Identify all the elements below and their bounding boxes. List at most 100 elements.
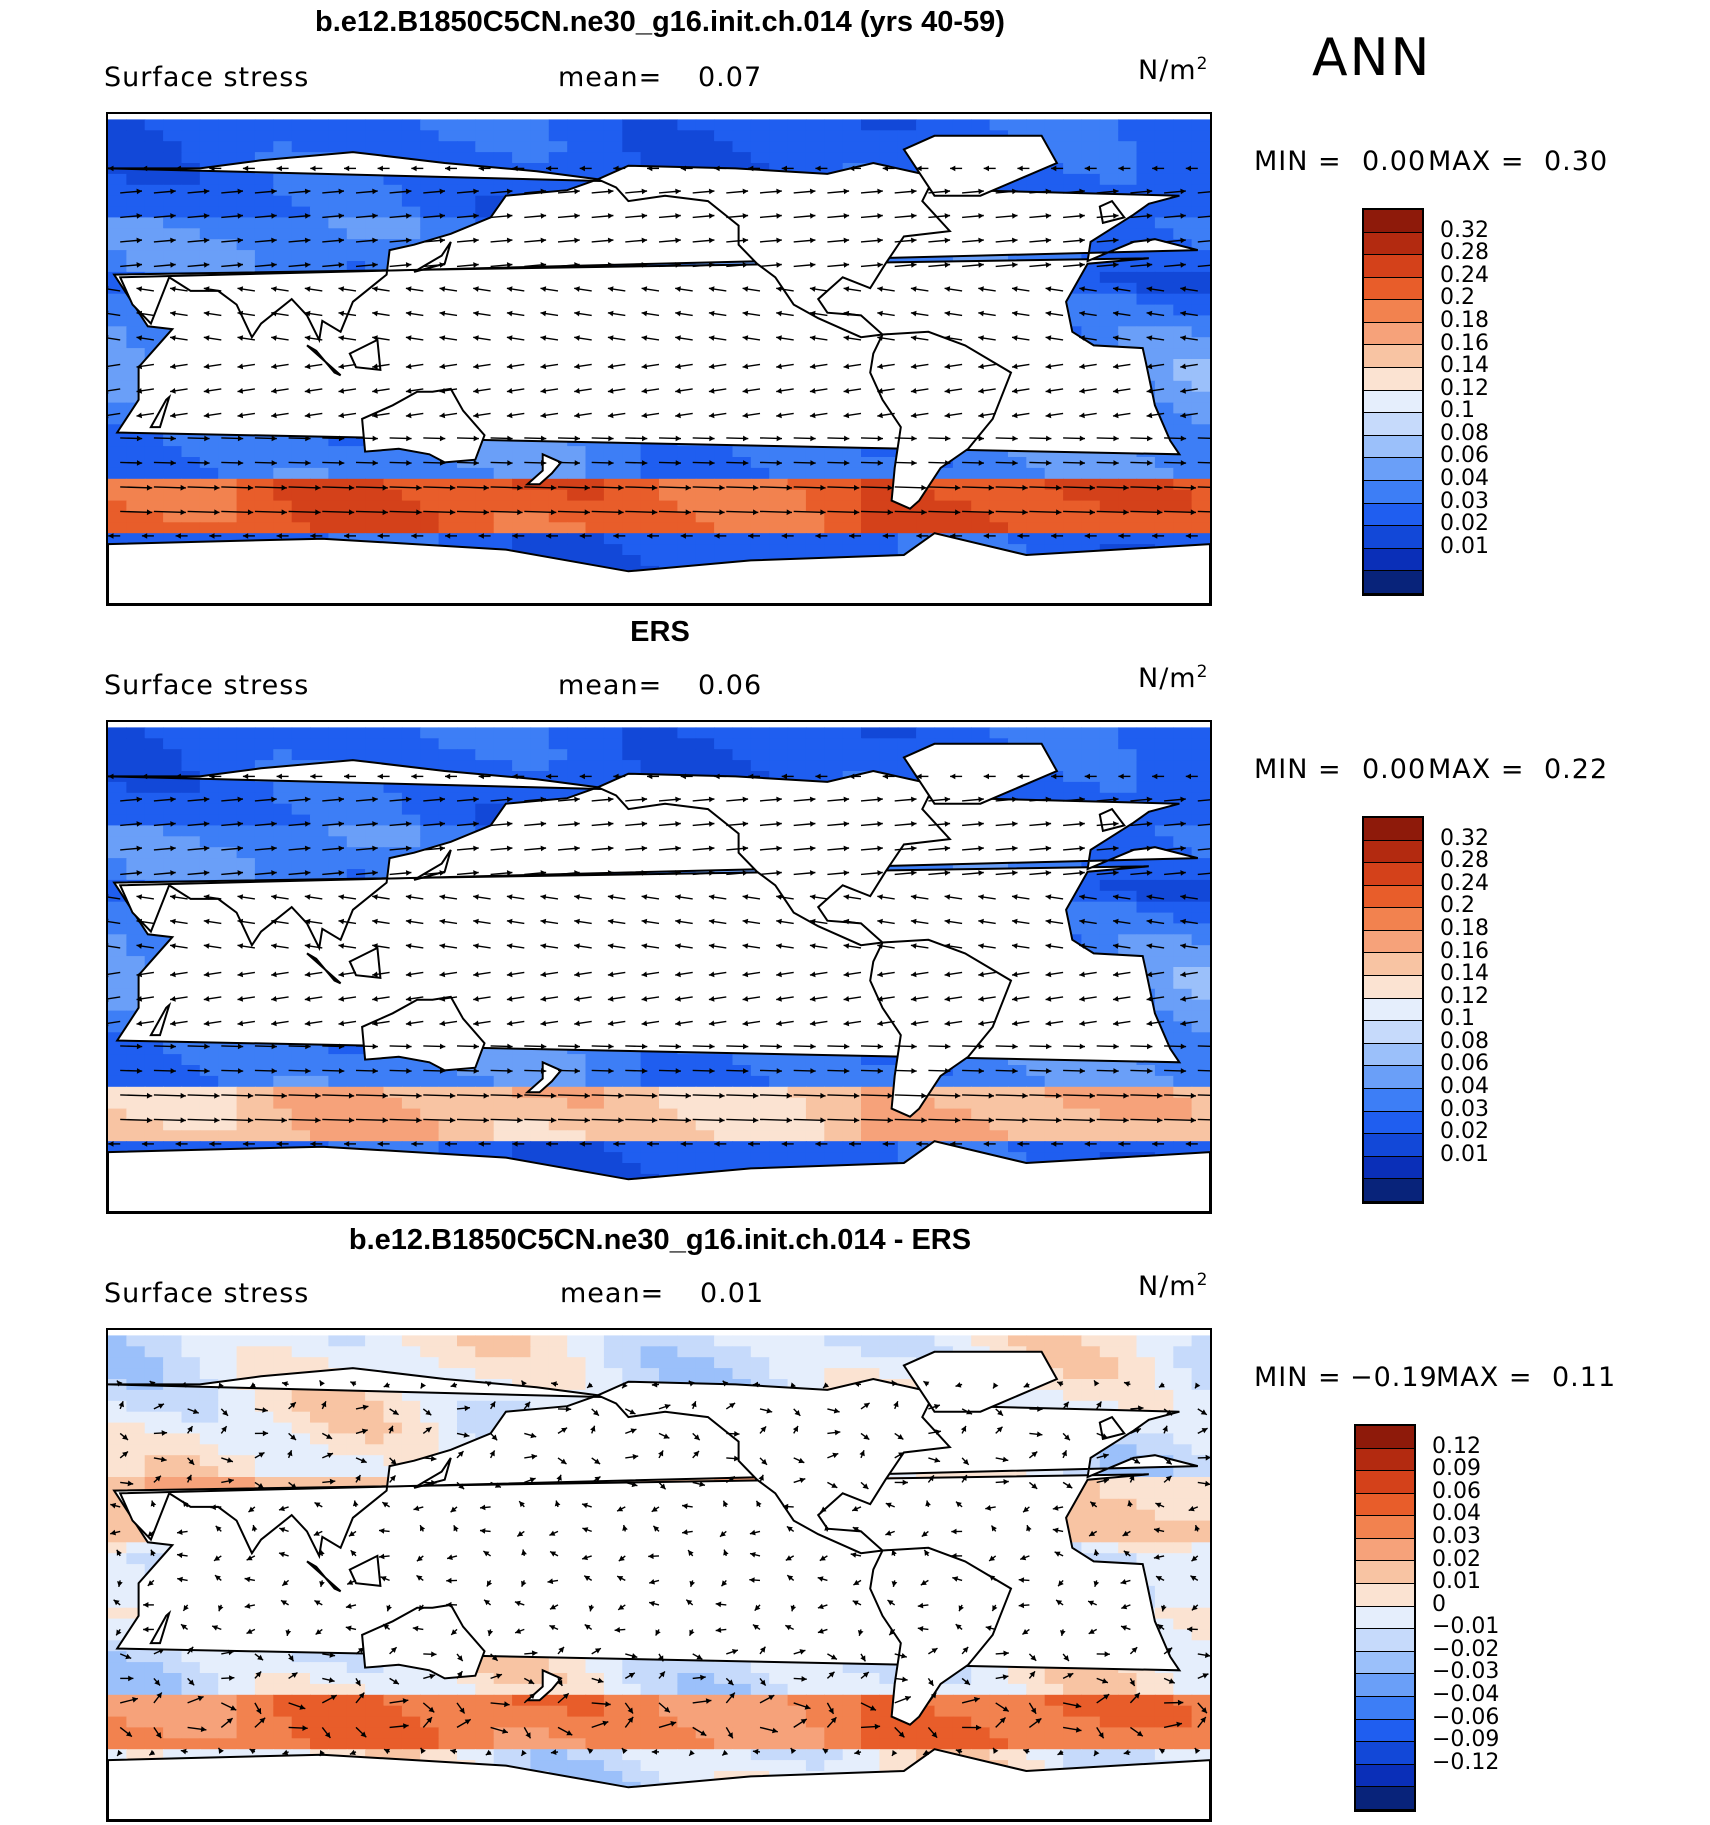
stress-vector-head — [170, 412, 176, 419]
field-cell — [108, 533, 127, 545]
field-cell — [144, 760, 164, 772]
field-cell — [1081, 738, 1101, 750]
field-cell — [1063, 738, 1083, 750]
field-cell — [346, 511, 366, 523]
field-cell — [1173, 261, 1193, 273]
field-cell — [108, 195, 127, 208]
field-cell — [457, 489, 476, 502]
field-cell — [1191, 337, 1210, 349]
stress-vector-head — [887, 484, 893, 491]
field-cell — [952, 522, 972, 534]
field-cell — [695, 446, 715, 458]
field-cell — [420, 803, 440, 816]
stress-vector-head — [641, 262, 648, 268]
field-cell — [438, 184, 458, 197]
field-cell — [1081, 912, 1101, 925]
field-cell — [365, 749, 385, 761]
stress-vector-head — [1079, 435, 1085, 442]
field-cell — [420, 836, 440, 848]
field-cell — [1081, 500, 1101, 513]
stress-vector-head — [1051, 165, 1057, 172]
field-cell — [603, 760, 623, 772]
field-cell — [126, 184, 146, 197]
field-cell — [144, 326, 164, 338]
field-cell — [475, 792, 495, 805]
stress-vector-head — [607, 188, 614, 195]
field-cell — [842, 457, 862, 469]
field-cell — [567, 119, 587, 131]
field-cell — [1099, 738, 1119, 750]
field-cell — [1099, 304, 1119, 317]
stress-vector-head — [1012, 213, 1018, 219]
field-cell — [438, 130, 458, 142]
stress-vector — [1063, 510, 1096, 514]
stress-vector-head — [372, 286, 378, 292]
field-cell — [603, 478, 623, 491]
field-cell — [824, 152, 844, 164]
stress-vector-head — [714, 533, 720, 539]
field-cell — [1008, 467, 1027, 480]
field-cell — [475, 489, 495, 502]
stress-vector-head — [141, 533, 148, 539]
field-cell — [769, 533, 789, 545]
field-cell — [126, 792, 146, 805]
stress-vector-head — [439, 213, 445, 219]
field-cell — [769, 511, 789, 523]
field-cell — [548, 141, 568, 153]
field-cell — [861, 544, 880, 556]
field-cell — [622, 533, 642, 545]
field-cell — [126, 489, 146, 502]
field-cell — [126, 858, 146, 870]
stress-vector-head — [983, 165, 989, 172]
field-cell — [273, 184, 293, 197]
field-cell — [1136, 130, 1156, 142]
field-cell — [1026, 858, 1046, 870]
field-cell — [677, 727, 697, 739]
field-cell — [952, 478, 972, 491]
field-cell — [1173, 912, 1193, 925]
field-cell — [199, 173, 219, 186]
stress-vector-head — [843, 188, 850, 195]
field-cell — [181, 467, 201, 480]
field-cell — [346, 467, 366, 480]
field-cell — [695, 141, 715, 153]
field-cell — [1099, 478, 1119, 491]
field-cell — [1173, 522, 1193, 534]
field-cell — [273, 792, 293, 805]
field-cell — [273, 173, 293, 186]
stress-vector-head — [786, 484, 792, 491]
field-cell — [126, 261, 146, 273]
field-cell — [1136, 890, 1156, 903]
field-cell — [1154, 217, 1174, 229]
field-cell — [383, 206, 403, 219]
field-cell — [732, 119, 752, 131]
field-cell — [144, 847, 164, 859]
field-cell — [199, 847, 219, 859]
field-cell — [530, 119, 550, 131]
field-cell — [1154, 119, 1174, 131]
stress-vector-head — [708, 237, 715, 244]
stress-vector-head — [276, 533, 282, 539]
field-cell — [108, 119, 127, 131]
field-cell — [1173, 533, 1193, 545]
stress-vector-head — [776, 262, 782, 268]
field-cell — [383, 239, 403, 251]
stress-vector-head — [1022, 484, 1028, 491]
field-cell — [218, 803, 238, 816]
field-cell — [1099, 119, 1119, 131]
field-cell — [916, 727, 936, 739]
stress-vector-head — [584, 509, 590, 516]
field-cell — [879, 544, 899, 556]
field-cell — [714, 511, 734, 523]
field-cell — [181, 206, 201, 219]
field-cell — [1081, 533, 1101, 545]
field-cell — [328, 749, 348, 761]
stress-vector-head — [405, 388, 412, 394]
field-cell — [1063, 781, 1083, 794]
field-cell — [438, 825, 458, 837]
field-cell — [640, 738, 660, 750]
field-cell — [567, 163, 587, 175]
field-cell — [1154, 522, 1174, 534]
stress-vector-head — [843, 213, 850, 219]
field-cell — [144, 250, 164, 262]
